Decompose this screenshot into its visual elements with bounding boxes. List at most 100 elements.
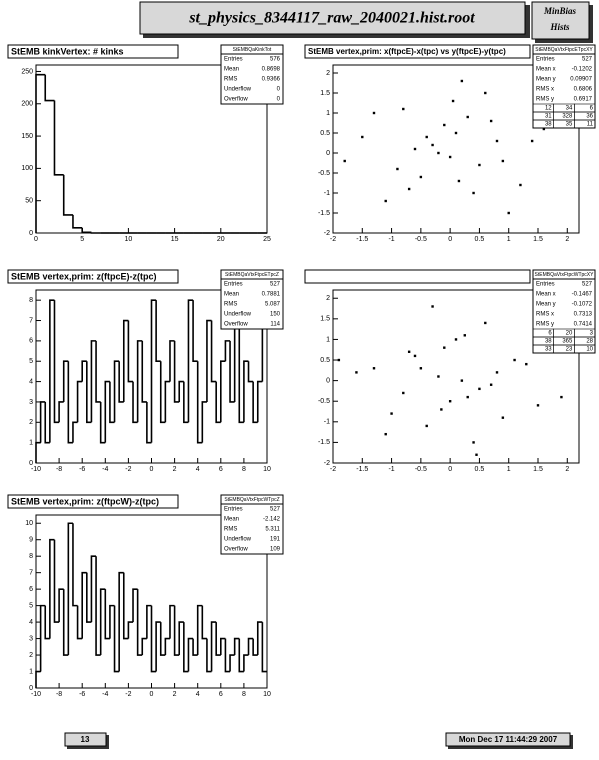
- point: [372, 111, 376, 115]
- title-box: [304, 44, 531, 59]
- date: Mon Dec 17 11:44:29 2007: [459, 735, 558, 744]
- x-tick-label: -1.5: [356, 466, 368, 473]
- histogram-bin: [187, 299, 194, 423]
- histogram-bin: [155, 300, 161, 363]
- y-tick-label: 100: [21, 165, 33, 172]
- point: [472, 441, 475, 444]
- chart-title: StEMB vertex,prim: x(ftpcE)-x(tpc) vs y(…: [308, 47, 506, 56]
- x-tick-label: -0.5: [415, 466, 427, 473]
- point: [343, 159, 346, 163]
- chart-title: StEMB kinkVertex: # kinks: [11, 46, 124, 56]
- histogram-bin: [72, 214, 83, 229]
- histogram-bin: [224, 340, 231, 362]
- point: [501, 416, 505, 419]
- y-tick-label: 2: [29, 419, 33, 426]
- x-tick-label: 2: [173, 691, 177, 698]
- y-tick-label: 2: [326, 70, 330, 77]
- histogram-bin: [155, 621, 161, 672]
- histogram-bin: [81, 360, 87, 382]
- stats-cell: [574, 344, 596, 354]
- x-tick-label: -4: [102, 466, 108, 473]
- point: [413, 354, 417, 358]
- point: [361, 135, 364, 139]
- y-tick-label: 3: [29, 635, 33, 642]
- histogram-bin: [159, 622, 166, 656]
- y-tick-label: 4: [29, 378, 33, 385]
- y-tick-label: 0: [29, 460, 33, 467]
- stats-name: StEMBQaVtxFtpcWTpcZ: [224, 497, 279, 503]
- stats-value: 191: [270, 537, 281, 543]
- histogram-bin: [183, 381, 189, 424]
- x-tick-label: 0.5: [475, 466, 485, 473]
- histogram-bin: [183, 622, 189, 673]
- title-box: [7, 44, 179, 59]
- y-tick-label: 0.5: [320, 130, 330, 137]
- date-box: [445, 732, 571, 747]
- point: [443, 346, 446, 349]
- y-tick-label: -1: [324, 190, 330, 197]
- stats-cell-value: 33: [545, 347, 552, 353]
- point: [355, 371, 358, 374]
- point: [440, 408, 443, 411]
- x-tick-label: -1: [388, 466, 394, 473]
- point: [472, 191, 475, 195]
- x-tick-label: -1: [388, 236, 394, 243]
- x-tick-label: 10: [263, 691, 271, 698]
- stats-cell-value: 23: [566, 347, 573, 353]
- stats-cell-value: 6: [590, 106, 594, 112]
- histogram-bin: [62, 174, 73, 216]
- y-tick-label: -1.5: [318, 439, 330, 446]
- histogram-bin: [44, 74, 55, 102]
- stats-cell-value: 35: [566, 122, 573, 128]
- point: [478, 163, 481, 167]
- point: [437, 375, 440, 378]
- point: [501, 159, 505, 163]
- stats-cell-value: 10: [586, 347, 593, 353]
- stats-value: 0: [277, 97, 281, 103]
- point: [451, 99, 455, 103]
- stats-label: Entries: [536, 57, 555, 63]
- point: [337, 358, 341, 362]
- x-tick-label: 25: [263, 236, 271, 243]
- y-tick-label: 1.5: [320, 90, 330, 97]
- y-tick-label: 4: [29, 619, 33, 626]
- histogram-bin: [35, 441, 41, 463]
- point: [484, 321, 487, 325]
- histogram-bin: [141, 340, 147, 403]
- x-tick-label: 20: [217, 236, 225, 243]
- stats-name: StEMBQaVtxFtpcETpcXY: [535, 47, 593, 53]
- stats-label: RMS y: [536, 322, 554, 328]
- stats-name: StEMBQaVtxFtpcWTpcXY: [535, 272, 595, 278]
- histogram-bin: [122, 572, 129, 640]
- point: [419, 175, 423, 179]
- histogram-bin: [178, 380, 184, 402]
- x-tick-label: 0: [34, 236, 38, 243]
- x-tick-label: 1.5: [533, 236, 543, 243]
- point: [478, 387, 481, 391]
- stats-value: 527: [270, 507, 281, 513]
- histogram-bin: [58, 588, 64, 623]
- x-tick-label: 8: [242, 691, 246, 698]
- histogram-bin: [127, 320, 134, 383]
- y-tick-label: 1.5: [320, 316, 330, 323]
- histogram-bin: [44, 401, 50, 444]
- y-tick-label: 1: [326, 336, 330, 343]
- point: [437, 151, 440, 155]
- point: [466, 395, 469, 399]
- histogram-bin: [76, 605, 83, 640]
- stats-value: 0.7313: [574, 312, 593, 318]
- histogram-bin: [206, 319, 212, 402]
- point: [407, 187, 411, 191]
- point: [448, 155, 452, 159]
- histogram-bin: [201, 605, 207, 640]
- stats-label: Overflow: [224, 97, 248, 103]
- x-tick-label: -10: [31, 466, 41, 473]
- histogram-bin: [118, 361, 124, 403]
- histogram-bin: [113, 360, 120, 423]
- stats-value: 0.6917: [574, 97, 593, 103]
- histogram-bin: [95, 556, 101, 656]
- point: [448, 400, 452, 403]
- y-tick-label: 6: [29, 586, 33, 593]
- stats-cell-value: 38: [545, 339, 552, 345]
- stats-label: Mean y: [536, 302, 556, 308]
